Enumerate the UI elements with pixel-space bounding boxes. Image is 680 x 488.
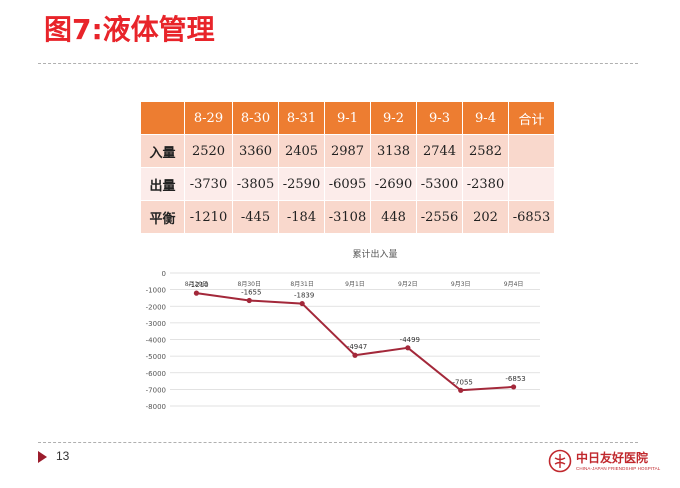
y-tick-label: -6000 [146,370,166,378]
table-cell: 2987 [324,134,371,168]
table-header-cell: 8-30 [232,101,279,135]
table-cell: -2380 [462,167,509,201]
x-category-label: 9月4日 [504,281,524,288]
y-tick-label: -7000 [146,386,166,394]
data-point [510,384,517,390]
table-cell: 2744 [416,134,463,168]
table-cell: 2520 [184,134,233,168]
table-row-output: 出量 -3730 -3805 -2590 -6095 -2690 -5300 -… [140,167,555,201]
y-tick-label: -1000 [146,287,166,295]
data-label: -7055 [453,378,473,386]
data-point [299,300,305,307]
fluid-table: 8-29 8-30 8-31 9-1 9-2 9-3 9-4 合计 入量 252… [140,101,555,234]
hospital-name-cn: 中日友好医院 [576,451,649,465]
data-point [352,352,358,358]
y-tick-label: -2000 [146,303,166,311]
page-number: 13 [56,449,70,463]
table-cell: -6853 [508,200,555,234]
table-header-cell: 8-31 [278,101,325,135]
data-point [458,387,464,393]
table-header-row: 8-29 8-30 8-31 9-1 9-2 9-3 9-4 合计 [140,101,555,135]
series-line [196,292,514,392]
table-cell [508,167,555,201]
data-label: -1655 [241,289,261,297]
data-label: -6853 [505,375,525,383]
table-cell: 202 [462,200,509,234]
hospital-logo: 中日友好医院 CHINA-JAPAN FRIENDSHIP HOSPITAL [548,447,661,477]
table-cell [508,134,555,168]
row-label: 出量 [140,167,185,201]
x-category-label: 8月29日 [185,281,208,288]
x-category-label: 9月1日 [345,281,365,288]
data-label: -4499 [400,336,420,344]
triangle-arrow-icon [38,451,47,463]
table-cell: -1210 [184,200,233,234]
table-cell: 2405 [278,134,325,168]
y-tick-label: -8000 [146,403,166,411]
table-cell: -2556 [416,200,463,234]
data-point [405,345,411,351]
x-category-label: 9月2日 [398,281,418,288]
table-cell: -3108 [324,200,371,234]
data-point [246,297,252,304]
data-label: -1210 [188,281,208,289]
table-header-cell: 合计 [508,101,555,135]
data-label: -4947 [347,343,367,351]
table-cell: -5300 [416,167,463,201]
table-cell: -3805 [232,167,279,201]
table-cell: -445 [232,200,279,234]
hospital-emblem-icon [548,449,572,473]
table-cell: 448 [370,200,417,234]
slide-title: 图7:液体管理 [44,13,215,46]
table-cell: 2582 [462,134,509,168]
y-tick-label: -3000 [146,320,166,328]
x-category-label: 8月31日 [290,281,313,288]
data-label: -1839 [294,292,314,300]
y-tick-label: -4000 [146,337,166,345]
table-cell: 3138 [370,134,417,168]
table-cell: -2590 [278,167,325,201]
hospital-name-en: CHINA-JAPAN FRIENDSHIP HOSPITAL [576,466,661,471]
row-label: 入量 [140,134,185,168]
row-label: 平衡 [140,200,185,234]
table-header-cell: 8-29 [184,101,233,135]
top-divider [38,63,638,64]
table-header-cell: 9-4 [462,101,509,135]
table-cell: -6095 [324,167,371,201]
y-tick-label: -5000 [146,353,166,361]
table-cell: -184 [278,200,325,234]
table-header-cell: 9-1 [324,101,371,135]
table-cell: -2690 [370,167,417,201]
x-category-label: 8月30日 [238,281,261,288]
table-header-cell: 9-3 [416,101,463,135]
bottom-divider [38,442,638,443]
table-cell: -3730 [184,167,233,201]
table-corner-cell [140,101,185,135]
table-cell: 3360 [232,134,279,168]
table-row-intake: 入量 2520 3360 2405 2987 3138 2744 2582 [140,134,555,168]
chart-title: 累计出入量 [352,248,397,260]
y-tick-label: 0 [162,270,166,278]
table-row-balance: 平衡 -1210 -445 -184 -3108 448 -2556 202 -… [140,200,555,234]
x-category-label: 9月3日 [451,281,471,288]
table-header-cell: 9-2 [370,101,417,135]
data-point [193,290,200,296]
cumulative-fluid-chart: 累计出入量 0 -1000 -2000 -3000 -4000 -5000 -6000 -70… [146,248,540,411]
